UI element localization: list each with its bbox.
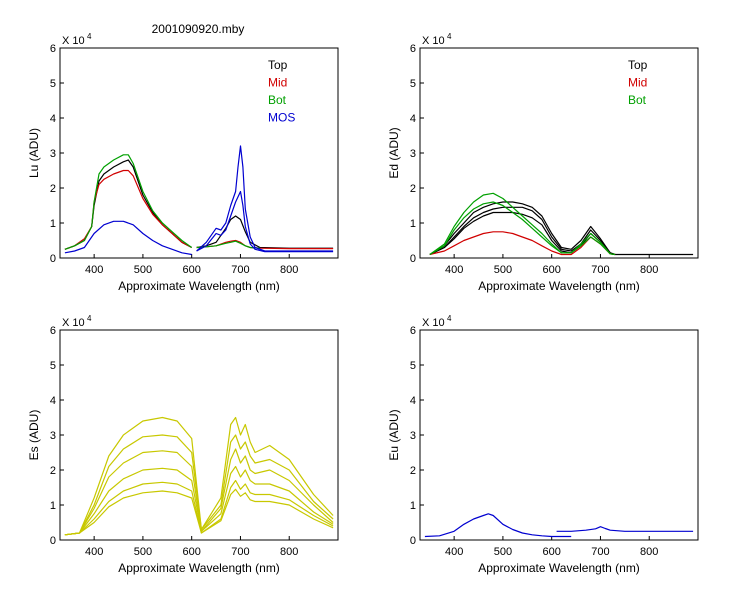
- es-xtick-label: 500: [134, 546, 152, 558]
- lu-series-mid: [64, 169, 192, 250]
- ed-legend-top: Top: [628, 58, 648, 72]
- lu-legend-top: Top: [268, 58, 288, 72]
- eu-ylabel: Eu (ADU): [387, 409, 401, 460]
- ed-ytick-label: 0: [410, 253, 416, 265]
- ed-ytick-label: 3: [410, 148, 416, 160]
- ed-xlabel: Approximate Wavelength (nm): [478, 279, 640, 293]
- ed-ytick-label: 4: [410, 113, 416, 125]
- eu-xtick-label: 800: [640, 546, 658, 558]
- es-series-es-3: [64, 448, 334, 536]
- ed-series-top-2: [429, 201, 616, 256]
- ed-ylabel: Ed (ADU): [387, 127, 401, 178]
- es-series-es-5: [64, 479, 334, 536]
- lu-ytick-label: 5: [50, 78, 56, 90]
- ed-series-top: [429, 206, 694, 256]
- ed-y-exponent: 4: [447, 32, 452, 41]
- lu-ylabel: Lu (ADU): [27, 128, 41, 178]
- es-ytick-label: 5: [50, 360, 56, 372]
- es-xtick-label: 600: [183, 546, 201, 558]
- eu-xtick-label: 700: [591, 546, 609, 558]
- lu-legend-bot: Bot: [268, 93, 287, 107]
- eu-series-eu-1: [424, 513, 572, 538]
- ed-legend-bot: Bot: [628, 93, 647, 107]
- eu-ytick-label: 0: [410, 535, 416, 547]
- lu-xtick-label: 800: [280, 264, 298, 276]
- lu-y-multiplier: X 10: [62, 35, 85, 47]
- lu-series-bot-red: [196, 240, 261, 249]
- lu-y-exponent: 4: [87, 32, 92, 41]
- es-ylabel: Es (ADU): [27, 410, 41, 461]
- ed-ytick-label: 1: [410, 218, 416, 230]
- eu-xtick-label: 500: [494, 546, 512, 558]
- eu-ytick-label: 3: [410, 430, 416, 442]
- ed-y-multiplier: X 10: [422, 35, 445, 47]
- ed-xtick-label: 600: [543, 264, 561, 276]
- ed-xtick-label: 800: [640, 264, 658, 276]
- es-series-es-6: [64, 488, 334, 536]
- eu-ytick-label: 5: [410, 360, 416, 372]
- es-xlabel: Approximate Wavelength (nm): [118, 561, 280, 575]
- eu-series-eu-2: [556, 526, 694, 532]
- es-ytick-label: 2: [50, 465, 56, 477]
- eu-ytick-label: 4: [410, 395, 416, 407]
- ed-legend-mid: Mid: [628, 76, 647, 90]
- lu-series-mos-2: [196, 190, 334, 253]
- ed-series-bot: [429, 192, 616, 256]
- es-ytick-label: 3: [50, 430, 56, 442]
- eu-ytick-label: 6: [410, 325, 416, 337]
- lu-ytick-label: 2: [50, 183, 56, 195]
- lu-legend-mos: MOS: [268, 111, 295, 125]
- eu-xlabel: Approximate Wavelength (nm): [478, 561, 640, 575]
- lu-series-top-red: [196, 215, 334, 249]
- lu-xlabel: Approximate Wavelength (nm): [118, 279, 280, 293]
- lu-legend-mid: Mid: [268, 76, 287, 90]
- es-series-es-2: [64, 434, 334, 536]
- eu-ytick-label: 1: [410, 500, 416, 512]
- es-xtick-label: 400: [85, 546, 103, 558]
- eu-xtick-label: 400: [445, 546, 463, 558]
- lu-xtick-label: 700: [231, 264, 249, 276]
- eu-y-exponent: 4: [447, 314, 452, 323]
- ed-xtick-label: 500: [494, 264, 512, 276]
- es-ytick-label: 1: [50, 500, 56, 512]
- ed-series-bot-2: [429, 201, 616, 256]
- eu-ytick-label: 2: [410, 465, 416, 477]
- es-ytick-label: 6: [50, 325, 56, 337]
- es-xtick-label: 800: [280, 546, 298, 558]
- es-series-es-1: [64, 416, 334, 536]
- ed-xtick-label: 700: [591, 264, 609, 276]
- lu-xtick-label: 500: [134, 264, 152, 276]
- lu-ytick-label: 4: [50, 113, 56, 125]
- es-y-multiplier: X 10: [62, 317, 85, 329]
- ed-ytick-label: 2: [410, 183, 416, 195]
- es-ytick-label: 4: [50, 395, 56, 407]
- es-ytick-label: 0: [50, 535, 56, 547]
- eu-plot-frame: [419, 329, 699, 541]
- lu-ytick-label: 3: [50, 148, 56, 160]
- es-xtick-label: 700: [231, 546, 249, 558]
- ed-plot-frame: [419, 47, 699, 259]
- eu-xtick-label: 600: [543, 546, 561, 558]
- ed-ytick-label: 5: [410, 78, 416, 90]
- ed-xtick-label: 400: [445, 264, 463, 276]
- es-series-es-4: [64, 465, 334, 536]
- figure-title: 2001090920.mby: [152, 22, 245, 36]
- es-y-exponent: 4: [87, 314, 92, 323]
- lu-series-mos: [64, 220, 192, 256]
- lu-xtick-label: 600: [183, 264, 201, 276]
- lu-series-top: [64, 159, 192, 250]
- lu-series-bot: [64, 154, 193, 250]
- lu-ytick-label: 0: [50, 253, 56, 265]
- lu-series-mos-red: [196, 145, 334, 252]
- lu-ytick-label: 6: [50, 43, 56, 55]
- eu-y-multiplier: X 10: [422, 317, 445, 329]
- lu-ytick-label: 1: [50, 218, 56, 230]
- lu-xtick-label: 400: [85, 264, 103, 276]
- ed-ytick-label: 6: [410, 43, 416, 55]
